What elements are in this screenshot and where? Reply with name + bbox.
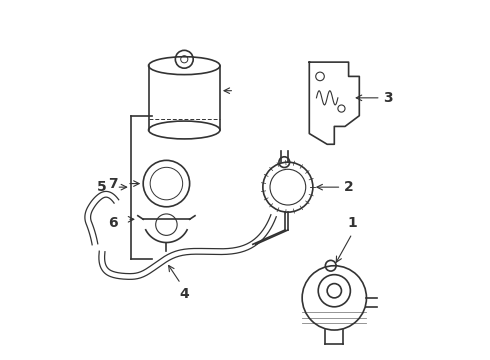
Text: 7: 7 xyxy=(108,176,118,190)
Text: 2: 2 xyxy=(343,180,353,194)
Text: 1: 1 xyxy=(347,216,357,230)
Text: 5: 5 xyxy=(97,180,107,194)
Text: 3: 3 xyxy=(383,91,392,105)
Text: 4: 4 xyxy=(179,287,189,301)
Text: 6: 6 xyxy=(108,216,118,230)
